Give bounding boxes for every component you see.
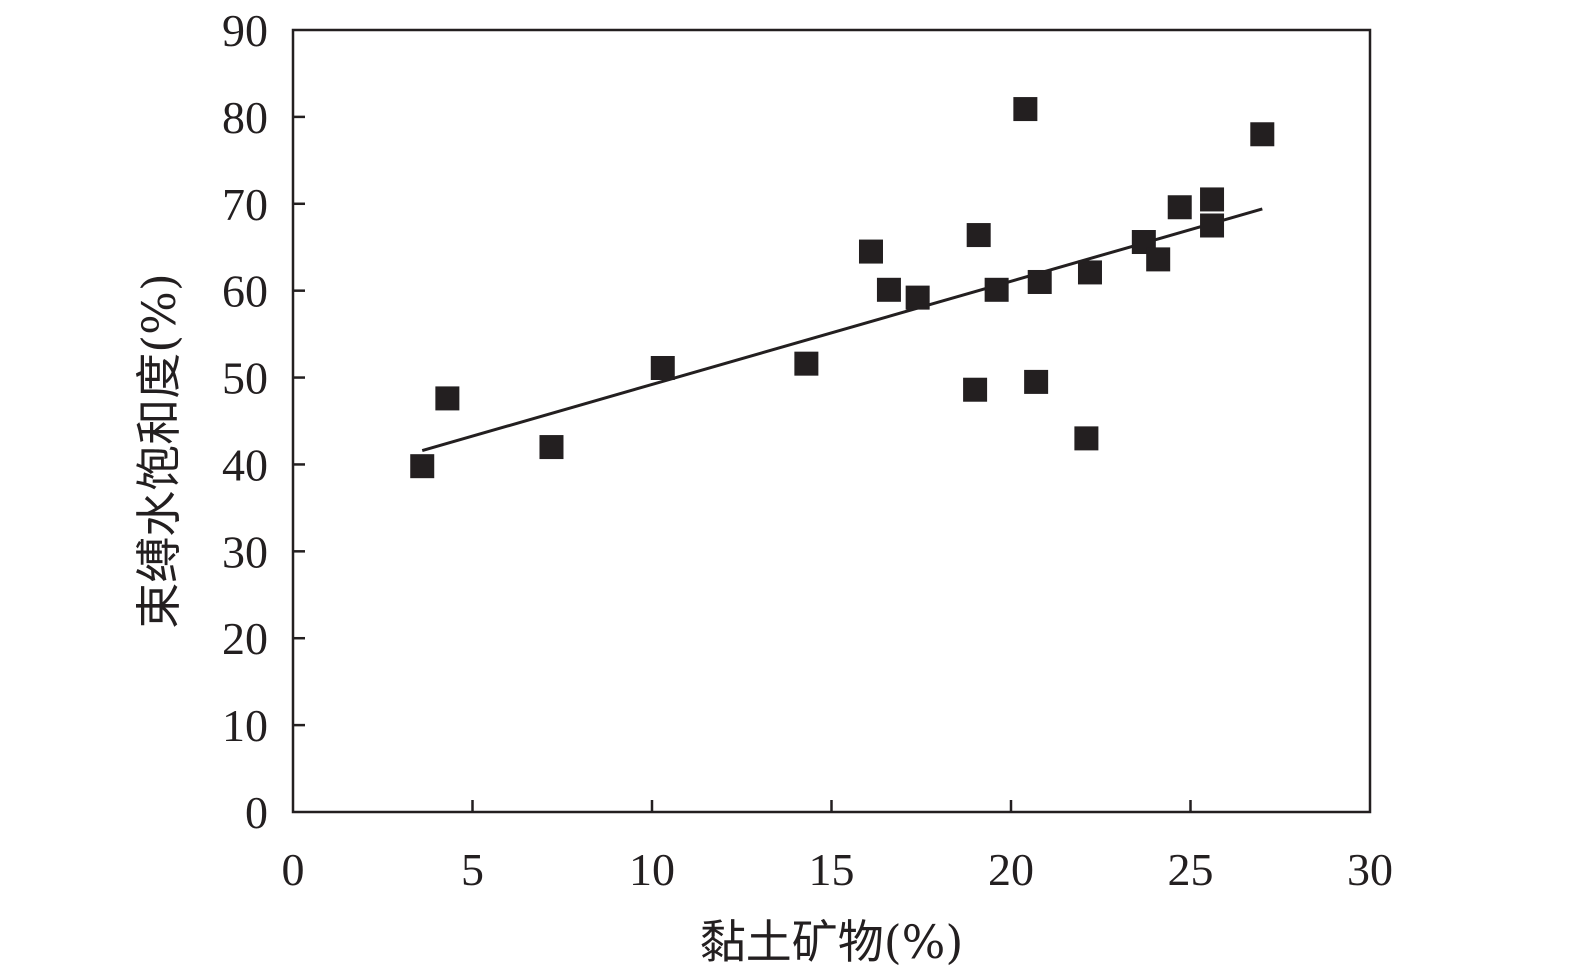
data-point bbox=[876, 277, 901, 302]
trendline-layer bbox=[421, 207, 1263, 452]
data-point bbox=[858, 239, 883, 264]
data-point bbox=[1074, 426, 1099, 451]
data-point bbox=[1013, 97, 1038, 122]
x-tick-label: 15 bbox=[809, 844, 855, 895]
y-tick-label: 20 bbox=[222, 613, 268, 664]
y-tick-label: 60 bbox=[222, 266, 268, 317]
x-tick-label: 25 bbox=[1168, 844, 1214, 895]
data-point bbox=[650, 355, 675, 380]
trendline bbox=[421, 207, 1263, 452]
data-point bbox=[794, 351, 819, 376]
data-point bbox=[539, 435, 564, 460]
data-point bbox=[1024, 369, 1049, 394]
y-tick-label: 0 bbox=[245, 787, 268, 838]
data-point bbox=[1167, 195, 1192, 220]
plot-area-frame bbox=[291, 28, 1372, 814]
data-point bbox=[1200, 187, 1225, 212]
data-point bbox=[1077, 260, 1102, 285]
y-tick-label: 70 bbox=[222, 179, 268, 230]
x-tick-label: 20 bbox=[988, 844, 1034, 895]
data-point bbox=[963, 377, 988, 402]
y-tick-label: 30 bbox=[222, 526, 268, 577]
data-point bbox=[435, 386, 460, 411]
data-point bbox=[1027, 269, 1052, 294]
data-points-layer bbox=[410, 97, 1275, 479]
x-tick-label: 10 bbox=[629, 844, 675, 895]
data-point bbox=[966, 223, 991, 248]
data-point bbox=[1146, 247, 1171, 272]
data-point bbox=[905, 285, 930, 310]
y-tick-label: 40 bbox=[222, 439, 268, 490]
y-tick-label: 80 bbox=[222, 92, 268, 143]
x-tick-label: 0 bbox=[282, 844, 305, 895]
axis-ticks-layer bbox=[293, 115, 1192, 812]
x-axis-tick-labels: 0 5 10 15 20 25 30 bbox=[282, 844, 1394, 895]
y-tick-label: 10 bbox=[222, 700, 268, 751]
data-point bbox=[1200, 213, 1225, 238]
y-axis-tick-labels: 0 10 20 30 40 50 60 70 80 90 bbox=[222, 5, 268, 838]
y-tick-label: 90 bbox=[222, 5, 268, 56]
x-tick-label: 30 bbox=[1347, 844, 1393, 895]
data-point bbox=[984, 277, 1009, 302]
x-tick-label: 5 bbox=[461, 844, 484, 895]
x-axis-title: 黏土矿物(%) bbox=[700, 915, 964, 969]
data-point bbox=[1250, 122, 1275, 147]
y-tick-label: 50 bbox=[222, 353, 268, 404]
data-point bbox=[410, 454, 435, 479]
y-axis-title: 束缚水饱和度(%) bbox=[132, 273, 186, 629]
